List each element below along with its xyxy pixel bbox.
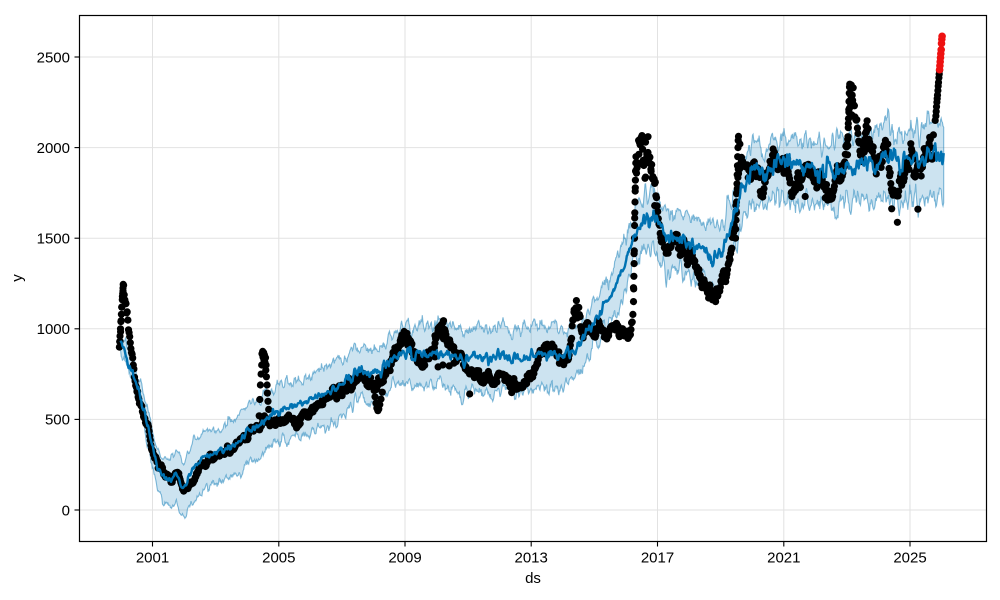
svg-text:2013: 2013: [515, 550, 548, 567]
svg-text:2005: 2005: [262, 550, 295, 567]
svg-text:y: y: [9, 274, 26, 282]
svg-text:2009: 2009: [388, 550, 421, 567]
svg-text:500: 500: [45, 412, 70, 429]
svg-text:2500: 2500: [37, 49, 70, 66]
svg-text:0: 0: [62, 502, 70, 519]
svg-text:2001: 2001: [136, 550, 169, 567]
svg-text:2025: 2025: [893, 550, 926, 567]
svg-text:2000: 2000: [37, 140, 70, 157]
svg-text:2021: 2021: [767, 550, 800, 567]
svg-text:ds: ds: [525, 570, 541, 587]
svg-text:1000: 1000: [37, 321, 70, 338]
svg-text:2017: 2017: [641, 550, 674, 567]
svg-text:1500: 1500: [37, 231, 70, 248]
